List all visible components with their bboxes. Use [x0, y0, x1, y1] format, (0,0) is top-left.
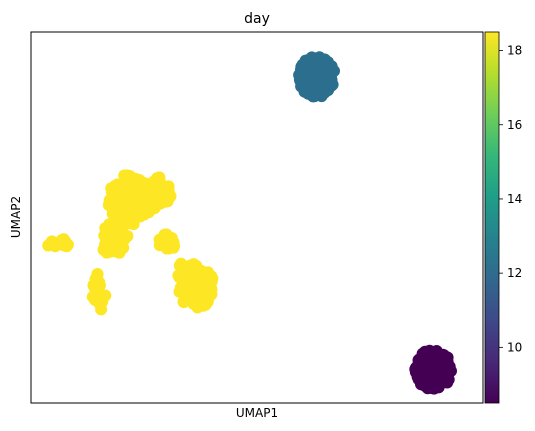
- scatter-point: [310, 52, 323, 65]
- scatter-point: [100, 229, 113, 242]
- scatter-point: [161, 195, 174, 208]
- scatter-point: [134, 210, 147, 223]
- scatter-point: [97, 289, 110, 302]
- y-axis-label: UMAP2: [9, 196, 23, 238]
- scatter-point: [200, 268, 213, 281]
- scatter-point: [113, 203, 126, 216]
- scatter-point: [95, 303, 108, 316]
- colorbar-tick-label: 16: [507, 118, 522, 132]
- scatter-point: [300, 62, 313, 75]
- scatter-point: [113, 230, 126, 243]
- scatter-point: [90, 277, 103, 290]
- scatter-point: [299, 78, 312, 91]
- scatter-point: [136, 178, 149, 191]
- scatter-points: [42, 51, 457, 395]
- scatter-point: [113, 185, 126, 197]
- colorbar-tick-label: 18: [507, 44, 522, 58]
- scatter-point: [126, 172, 139, 185]
- colorbar-tick-label: 10: [507, 340, 522, 354]
- plot-frame: [30, 31, 484, 404]
- scatter-point: [440, 374, 453, 387]
- colorbar-tick-label: 12: [507, 266, 522, 280]
- scatter-point: [433, 365, 446, 378]
- scatter-point: [109, 216, 122, 229]
- scatter-point: [161, 186, 174, 199]
- scatter-point: [97, 243, 110, 256]
- x-axis-label: UMAP1: [236, 406, 278, 420]
- colorbar: [484, 31, 500, 404]
- scatter-point: [174, 259, 187, 272]
- scatter-point: [311, 61, 324, 74]
- scatter-point: [415, 360, 427, 373]
- scatter-point: [154, 237, 167, 250]
- scatter-point: [107, 243, 120, 256]
- scatter-point: [175, 269, 188, 282]
- scatter-point: [152, 177, 164, 190]
- scatter-point: [187, 264, 200, 277]
- scatter-point: [315, 88, 328, 100]
- colorbar-tick-label: 14: [507, 192, 522, 206]
- scatter-point: [434, 348, 447, 361]
- scatter-point: [302, 87, 315, 100]
- scatter-point: [328, 65, 340, 77]
- scatter-point: [174, 283, 187, 295]
- scatter-point: [58, 239, 71, 252]
- colorbar-ticks: 10 12 14 16 18: [499, 44, 522, 354]
- chart-title: day: [244, 11, 270, 27]
- scatter-point: [418, 378, 431, 391]
- scatter-point: [445, 365, 457, 377]
